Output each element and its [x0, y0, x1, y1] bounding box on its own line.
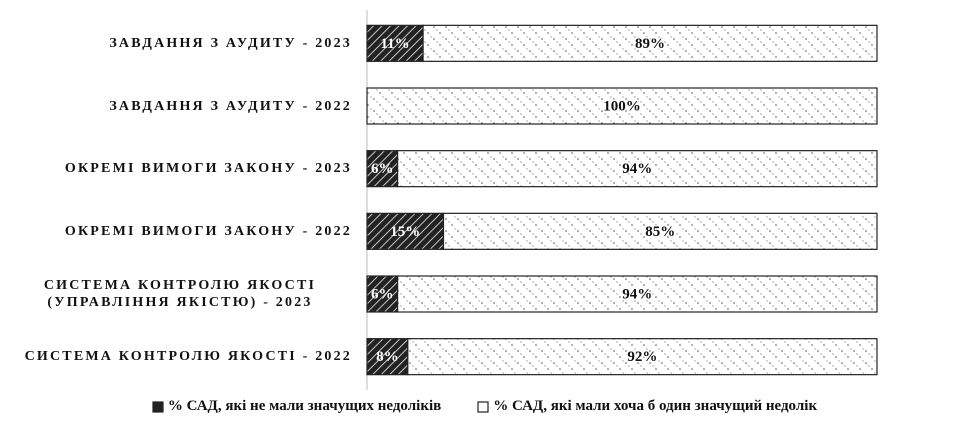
legend: % САД, які не мали значущих недоліків % С…	[0, 398, 969, 415]
category-label: СИСТЕМА КОНТРОЛЮ ЯКОСТІ (УПРАВЛІННЯ ЯКІС…	[43, 278, 317, 310]
legend-swatch	[152, 400, 164, 413]
legend-marker	[477, 400, 489, 413]
category-label-box: ОКРЕМІ ВИМОГИ ЗАКОНУ - 2022	[8, 209, 352, 253]
category-label: ЗАВДАННЯ З АУДИТУ - 2022	[109, 98, 352, 114]
bar-segment	[366, 87, 878, 125]
bar-segment	[366, 150, 399, 188]
legend-swatch	[477, 400, 489, 413]
category-label: ЗАВДАННЯ З АУДИТУ - 2023	[109, 35, 352, 51]
category-label-box: ЗАВДАННЯ З АУДИТУ - 2022	[8, 84, 352, 128]
data-label: 11%	[380, 36, 409, 52]
data-label: 89%	[635, 36, 665, 52]
category-label-box: СИСТЕМА КОНТРОЛЮ ЯКОСТІ (УПРАВЛІННЯ ЯКІС…	[8, 272, 352, 316]
legend-item: % САД, які мали хоча б один значущий нед…	[477, 398, 817, 415]
category-label-box: СИСТЕМА КОНТРОЛЮ ЯКОСТІ - 2022	[8, 335, 352, 379]
category-label: СИСТЕМА КОНТРОЛЮ ЯКОСТІ - 2022	[24, 349, 352, 365]
legend-item: % САД, які не мали значущих недоліків	[152, 398, 441, 415]
data-label: 8%	[376, 349, 399, 365]
category-label: ОКРЕМІ ВИМОГИ ЗАКОНУ - 2022	[64, 223, 352, 239]
bar-segment	[407, 338, 878, 376]
legend-label: % САД, які мали хоча б один значущий нед…	[493, 398, 818, 414]
bar-segment	[397, 275, 878, 313]
bar-segment	[366, 275, 399, 313]
legend-label: % САД, які не мали значущих недоліків	[167, 398, 442, 414]
data-label: 15%	[390, 224, 420, 240]
category-label-box: ЗАВДАННЯ З АУДИТУ - 2023	[8, 21, 352, 65]
legend-marker	[152, 400, 164, 413]
bar-segment	[422, 24, 878, 62]
bar-segment	[397, 150, 878, 188]
data-label: 6%	[371, 161, 394, 177]
category-label-box: ОКРЕМІ ВИМОГИ ЗАКОНУ - 2023	[8, 147, 352, 191]
data-label: 94%	[622, 161, 652, 177]
data-label: 92%	[627, 349, 657, 365]
data-label: 100%	[603, 98, 641, 114]
data-label: 85%	[645, 224, 675, 240]
data-label: 6%	[371, 286, 394, 302]
bar-segment	[442, 212, 878, 250]
category-label: ОКРЕМІ ВИМОГИ ЗАКОНУ - 2023	[64, 161, 352, 177]
data-label: 94%	[622, 286, 652, 302]
bar-segment	[366, 212, 445, 250]
bar-segment	[366, 338, 409, 376]
